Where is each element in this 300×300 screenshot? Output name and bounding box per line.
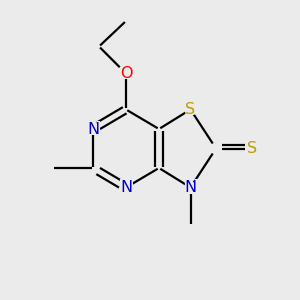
Text: S: S (247, 141, 257, 156)
Text: N: N (182, 178, 199, 197)
Text: O: O (117, 64, 135, 83)
Text: N: N (85, 119, 101, 139)
Text: N: N (87, 122, 99, 136)
Text: O: O (120, 66, 132, 81)
Text: S: S (185, 102, 196, 117)
Text: N: N (118, 178, 134, 197)
Text: S: S (183, 100, 198, 119)
Text: S: S (245, 139, 259, 158)
Text: N: N (184, 180, 196, 195)
Text: N: N (120, 180, 132, 195)
